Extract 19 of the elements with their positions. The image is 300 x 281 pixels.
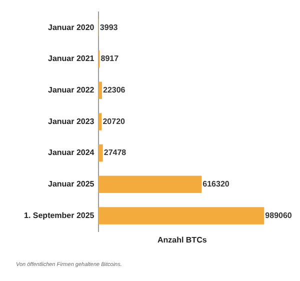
data-label: 22306 [103,86,126,95]
data-label: 27478 [104,148,127,158]
data-label: 8917 [100,54,120,64]
data-label: 3993 [100,22,118,32]
data-label: 616320 [202,180,230,189]
bar [98,82,102,99]
y-tick-label: Januar 2022 [48,86,95,95]
y-tick-label: Januar 2023 [48,116,95,126]
data-label: 989060 [265,210,292,220]
bar [98,207,264,224]
y-tick-label: Januar 2021 [48,54,95,64]
y-tick-label: Januar 2020 [48,22,95,32]
y-tick-label: Januar 2024 [48,148,95,158]
x-axis-title: Anzahl BTCs [157,235,208,244]
y-tick-label: 1. September 2025 [24,210,95,220]
bar [98,144,103,162]
y-tick-label: Januar 2025 [48,180,95,189]
data-label: 20720 [102,116,126,126]
bar [98,176,202,194]
